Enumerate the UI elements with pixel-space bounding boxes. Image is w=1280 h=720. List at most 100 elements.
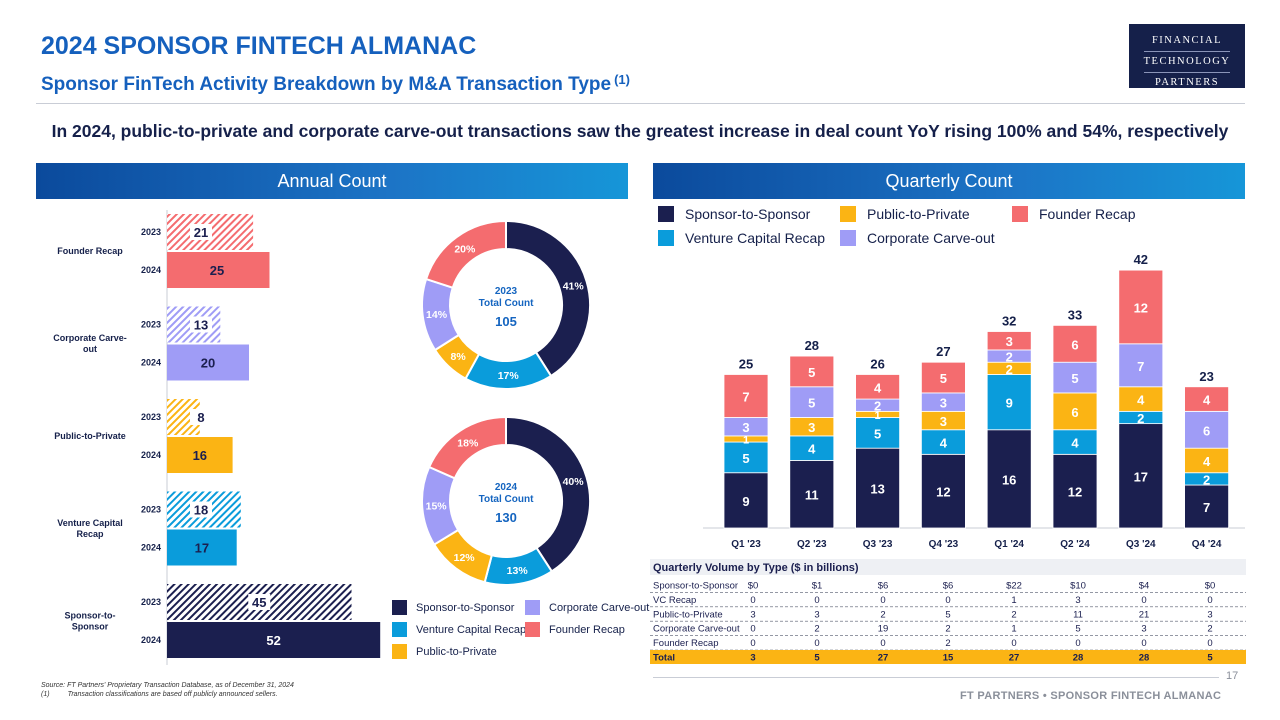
page-title: 2024 SPONSOR FINTECH ALMANAC (41, 32, 477, 60)
quarterly-segment-label: 4 (1203, 393, 1211, 408)
annual-year-label: 2023 (141, 227, 161, 237)
annual-bar-2024 (167, 622, 381, 658)
donut-slice-label: 41% (563, 280, 585, 292)
donut-center-value: 130 (495, 510, 517, 525)
table-cell: 0 (1011, 638, 1016, 649)
legend-label: Venture Capital Recap (685, 230, 826, 246)
quarterly-segment-label: 3 (742, 420, 749, 435)
annual-bar-value: 8 (197, 410, 204, 425)
annual-bar-2024 (167, 344, 249, 381)
quarterly-bar-segment (986, 331, 1032, 351)
quarterly-segment-label: 3 (808, 420, 815, 435)
table-cell: 0 (1207, 595, 1212, 606)
annual-bar-value: 13 (194, 318, 208, 333)
donut-center-value: 105 (495, 314, 517, 329)
quarterly-bar-segment (1184, 386, 1229, 412)
donut-slice (505, 416, 591, 573)
table-cell: 0 (1075, 638, 1080, 649)
quarterly-segment-label: 1 (875, 410, 881, 422)
donut-slice-label: 12% (454, 552, 476, 564)
annual-year-label: 2023 (141, 597, 161, 607)
quarterly-segment-label: 2 (1006, 362, 1013, 377)
table-cell: 5 (945, 609, 950, 620)
legend-label: Sponsor-to-Sponsor (416, 601, 515, 614)
quarterly-segment-label: 4 (1137, 393, 1145, 408)
quarterly-legend-founder: Founder Recap (1012, 206, 1136, 222)
table-cell: $6 (878, 581, 889, 592)
table-row-label: Sponsor-to-Sponsor (653, 581, 738, 592)
quarterly-total-label: 42 (1134, 252, 1148, 267)
quarterly-segment-label: 5 (874, 426, 881, 441)
annual-bar-value: 52 (266, 633, 280, 648)
table-cell: 1 (1011, 595, 1016, 606)
table-cell: 0 (1141, 595, 1146, 606)
page-subtitle: Sponsor FinTech Activity Breakdown by M&… (41, 72, 630, 96)
quarterly-axis-tick: Q4 '24 (1192, 539, 1222, 550)
quarterly-segment-label: 4 (1071, 436, 1079, 451)
quarterly-segment-label: 9 (1006, 396, 1013, 411)
donut-slice-label: 8% (450, 351, 466, 363)
annual-bar-chart: Founder Recap 2023 21 2024 25 Corporate Carve… (53, 210, 381, 665)
quarterly-segment-label: 17 (1134, 469, 1148, 484)
table-cell: 0 (880, 595, 885, 606)
table-cell: 3 (814, 609, 819, 620)
annual-value-backdrop (190, 501, 212, 518)
quarterly-segment-label: 7 (1203, 500, 1210, 515)
logo-line-3: PARTNERS (1154, 77, 1220, 88)
table-total-cell: 5 (814, 653, 820, 664)
quarterly-bar-segment (1118, 386, 1164, 412)
quarterly-segment-label: 2 (1137, 411, 1144, 426)
quarterly-bar-segment (789, 386, 835, 418)
legend-swatch (658, 206, 674, 222)
quarterly-bar-segment (1184, 410, 1229, 449)
quarterly-segment-label: 6 (1071, 405, 1078, 420)
quarterly-segment-label: 7 (742, 389, 749, 404)
annual-category-label: out (83, 344, 97, 354)
quarterly-segment-label: 5 (940, 371, 947, 386)
table-cell: $10 (1070, 581, 1086, 592)
quarterly-segment-label: 4 (1203, 454, 1211, 469)
quarterly-axis-tick: Q1 '24 (994, 539, 1024, 550)
table-cell: 0 (945, 595, 950, 606)
donut-center-year: 2024 (495, 482, 518, 493)
annual-bar-value: 16 (193, 448, 207, 463)
footnote-number: (1) (41, 691, 50, 698)
table-cell: $0 (748, 581, 759, 592)
quarterly-segment-label: 12 (1134, 300, 1148, 315)
legend-label: Venture Capital Recap (416, 623, 527, 636)
donut-slice-label: 40% (563, 476, 585, 488)
annual-category-label: Public-to-Private (54, 431, 126, 441)
quarterly-count-banner: Quarterly Count (653, 163, 1245, 199)
quarterly-segment-label: 7 (1137, 359, 1144, 374)
donut-legend-p2p: Public-to-Private (392, 644, 497, 659)
quarterly-bar-segment (1052, 361, 1098, 394)
table-cell: 2 (1011, 609, 1016, 620)
table-total-cell: 15 (943, 653, 954, 664)
footnote-text: Transaction classifications are based of… (67, 691, 278, 698)
table-total-cell: 28 (1073, 653, 1084, 664)
legend-label: Public-to-Private (416, 645, 497, 658)
donut-legend-founder: Founder Recap (525, 622, 625, 637)
quarterly-segment-label: 6 (1071, 337, 1078, 352)
quarterly-bar-segment (1184, 447, 1229, 474)
table-cell: 1 (1011, 624, 1016, 635)
annual-year-label: 2024 (141, 635, 161, 645)
subtitle-footnote-marker: (1) (614, 72, 630, 87)
quarterly-segment-label: 4 (940, 436, 948, 451)
quarterly-bar-segment (723, 374, 769, 418)
quarterly-total-label: 32 (1002, 314, 1016, 329)
table-cell: $4 (1139, 581, 1150, 592)
quarterly-segment-label: 3 (1006, 334, 1013, 349)
table-cell: 2 (945, 638, 950, 649)
quarterly-segment-label: 3 (940, 414, 947, 429)
quarterly-bar-segment (855, 447, 901, 529)
quarterly-axis-tick: Q3 '24 (1126, 539, 1156, 550)
table-cell: $6 (943, 581, 954, 592)
legend-label: Corporate Carve-out (549, 601, 650, 614)
annual-bar-value: 45 (252, 595, 266, 610)
quarterly-legend-sponsor: Sponsor-to-Sponsor (658, 206, 810, 222)
logo-line-1: FINANCIAL (1151, 35, 1223, 46)
table-cell: 2 (880, 609, 885, 620)
donut-slice-label: 17% (498, 370, 520, 382)
